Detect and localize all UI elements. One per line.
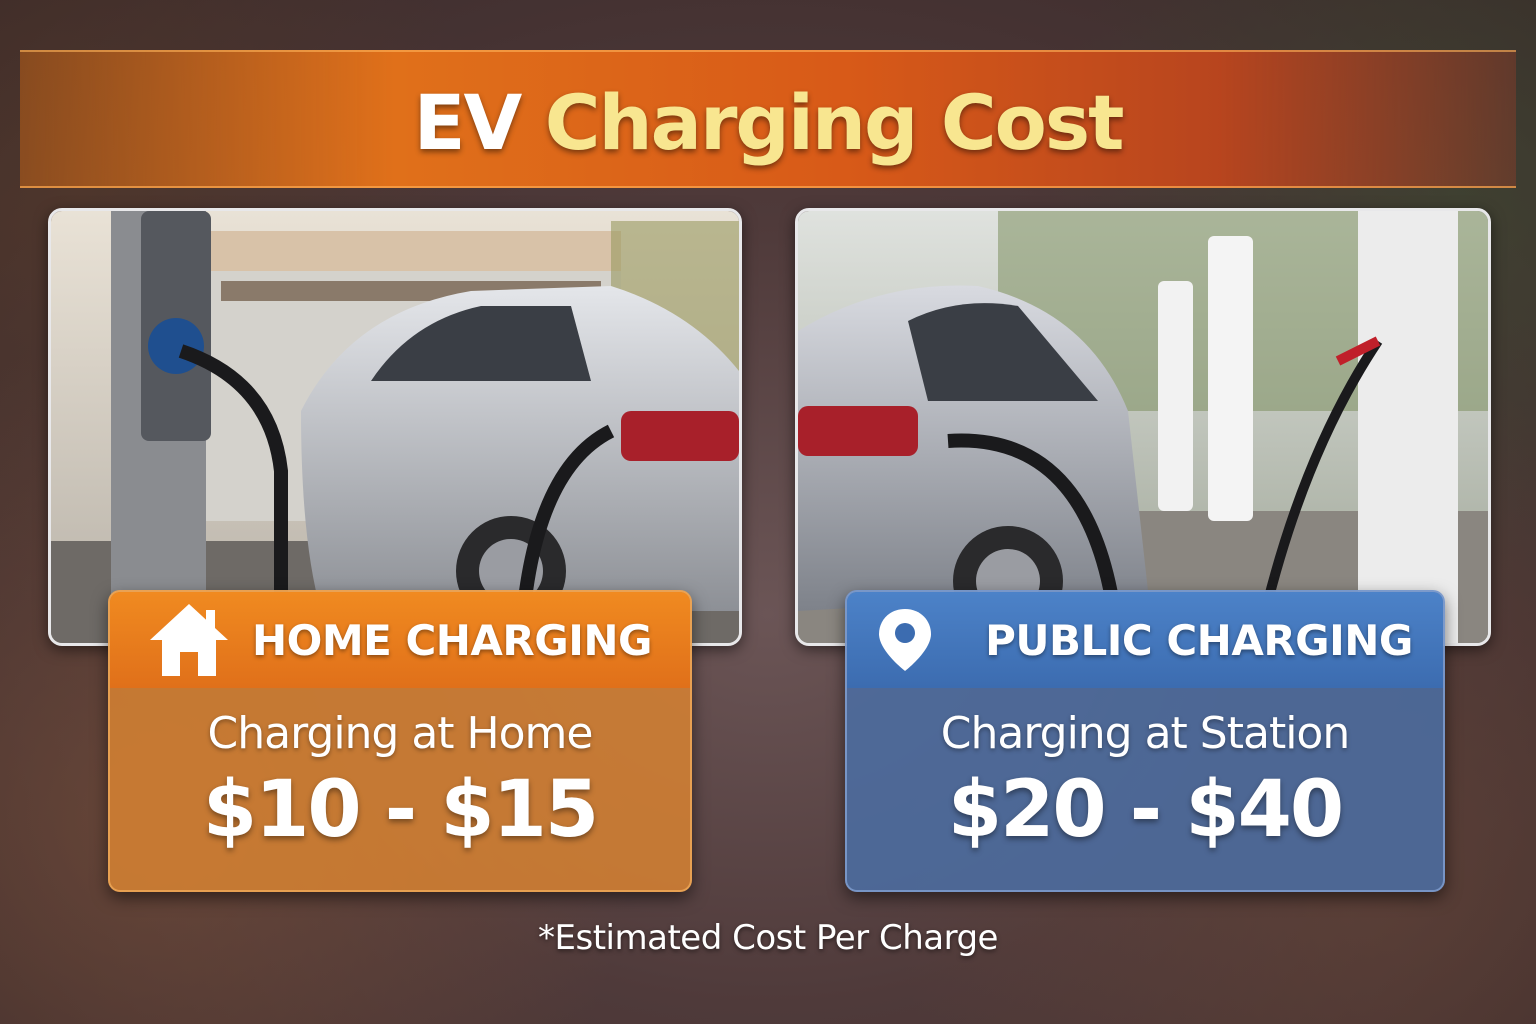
public-charging-heading: PUBLIC CHARGING bbox=[985, 615, 1413, 665]
home-charging-subtitle: Charging at Home bbox=[207, 708, 594, 759]
home-charging-photo bbox=[48, 208, 742, 646]
public-charging-price: $20 - $40 bbox=[947, 765, 1344, 855]
title-banner bbox=[20, 50, 1516, 188]
public-charging-photo bbox=[795, 208, 1491, 646]
public-charging-card: PUBLIC CHARGING Charging at Station $20 … bbox=[845, 590, 1445, 892]
title-part-ev: EV bbox=[413, 78, 523, 167]
home-icon bbox=[149, 604, 228, 676]
home-charging-card: HOME CHARGING Charging at Home $10 - $15 bbox=[108, 590, 692, 892]
map-pin-icon bbox=[879, 609, 932, 671]
footnote: *Estimated Cost Per Charge bbox=[538, 918, 998, 958]
page-title: EV Charging Cost bbox=[0, 78, 1536, 167]
public-charging-header: PUBLIC CHARGING bbox=[847, 592, 1443, 688]
public-charging-subtitle: Charging at Station bbox=[940, 708, 1350, 759]
home-charging-price: $10 - $15 bbox=[202, 765, 599, 855]
title-part-main: Charging Cost bbox=[544, 78, 1125, 167]
home-charging-header: HOME CHARGING bbox=[110, 592, 690, 688]
home-charging-heading: HOME CHARGING bbox=[251, 615, 653, 665]
